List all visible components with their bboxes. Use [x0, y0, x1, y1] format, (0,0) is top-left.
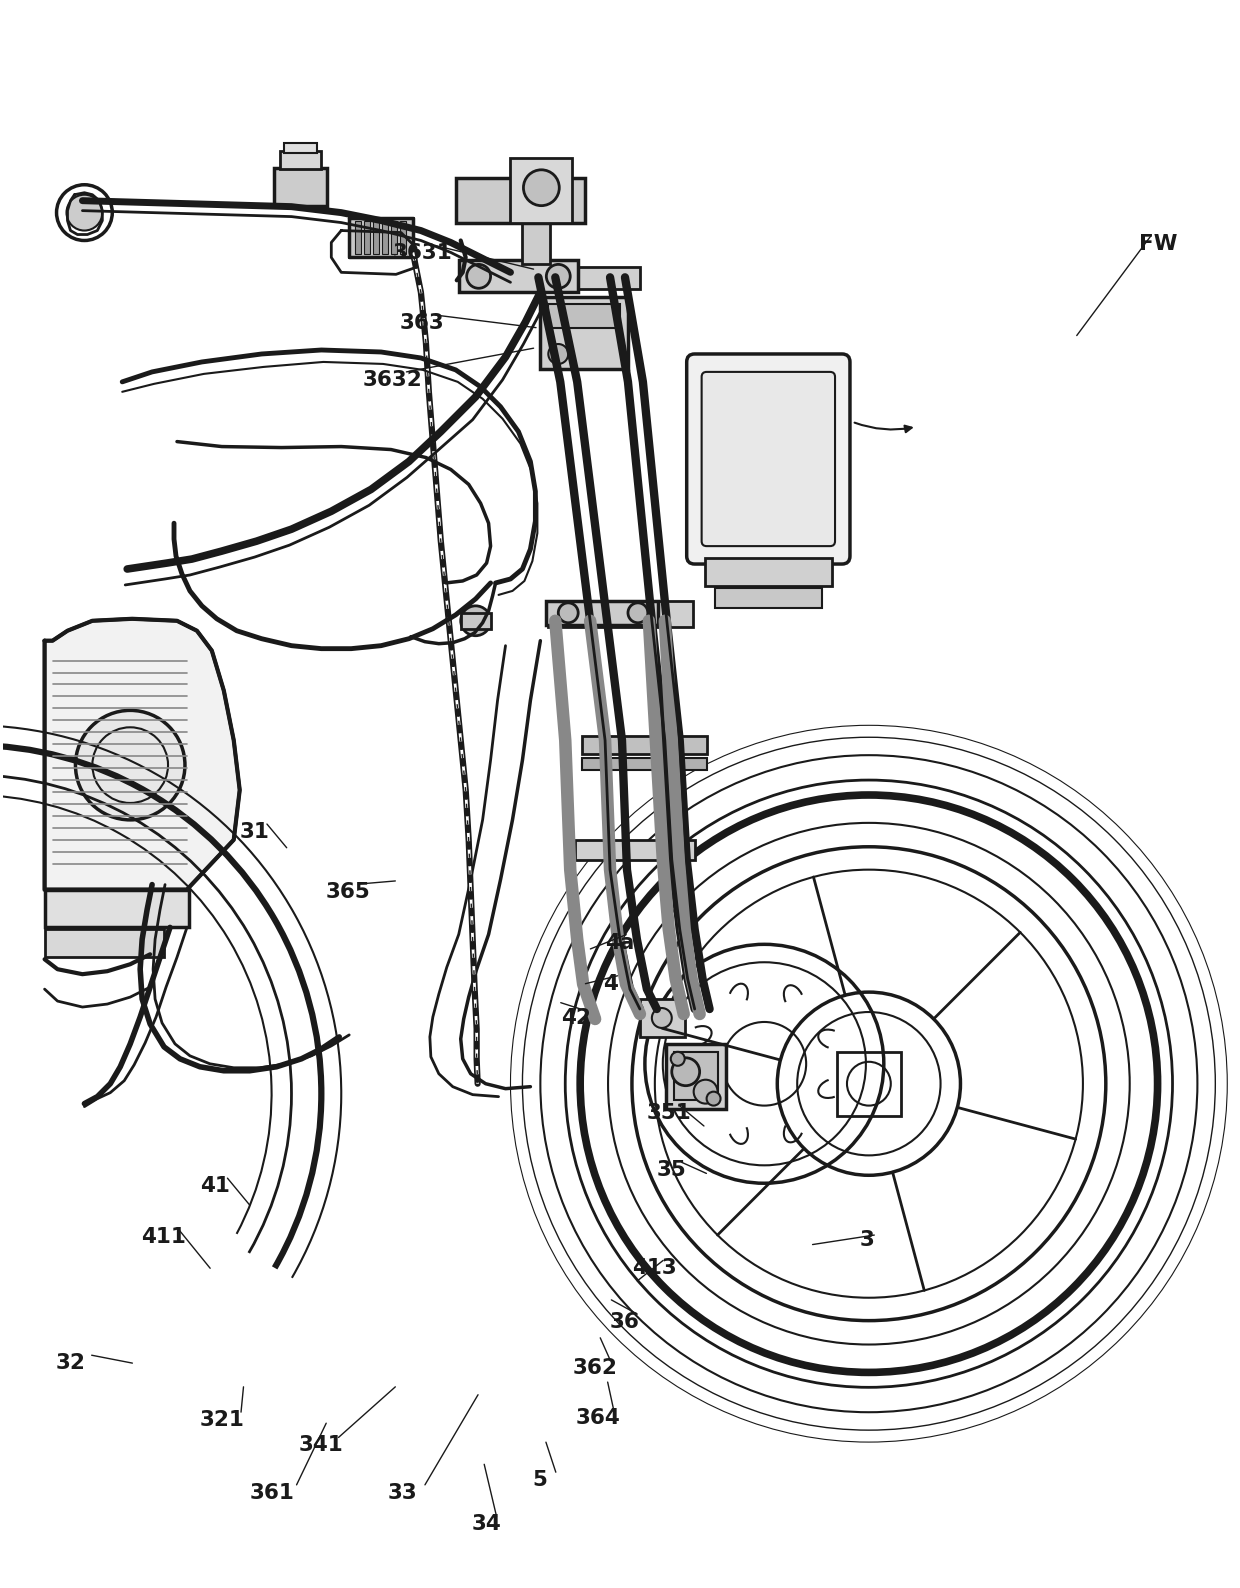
FancyBboxPatch shape: [702, 372, 835, 546]
Polygon shape: [45, 619, 239, 889]
Bar: [456, 178, 585, 222]
Circle shape: [693, 1080, 718, 1104]
Text: 3632: 3632: [363, 370, 423, 389]
Text: 35: 35: [657, 1161, 687, 1180]
Bar: [511, 157, 572, 222]
Text: 31: 31: [239, 823, 269, 842]
Bar: [459, 260, 578, 292]
Bar: [284, 143, 317, 152]
Text: 4: 4: [603, 973, 618, 994]
Circle shape: [466, 264, 491, 289]
Bar: [355, 221, 361, 254]
Circle shape: [76, 710, 185, 819]
Polygon shape: [350, 218, 413, 257]
Circle shape: [671, 1051, 684, 1066]
Bar: [582, 737, 707, 754]
Bar: [461, 613, 491, 629]
Bar: [673, 1051, 718, 1099]
Bar: [575, 840, 694, 859]
Bar: [640, 999, 684, 1037]
Bar: [582, 757, 707, 770]
Text: 411: 411: [141, 1226, 186, 1247]
Bar: [373, 221, 379, 254]
Bar: [382, 221, 388, 254]
Bar: [704, 557, 832, 586]
FancyBboxPatch shape: [687, 354, 849, 564]
Text: 363: 363: [401, 313, 445, 333]
Text: 36: 36: [610, 1312, 640, 1332]
Text: FW: FW: [1140, 233, 1178, 254]
Bar: [666, 1043, 725, 1108]
Bar: [365, 221, 370, 254]
Bar: [279, 151, 321, 168]
Bar: [714, 588, 822, 608]
Circle shape: [627, 603, 647, 622]
Bar: [547, 600, 658, 624]
Text: 362: 362: [573, 1358, 618, 1378]
Bar: [45, 929, 164, 958]
Text: 5: 5: [532, 1470, 547, 1490]
Circle shape: [707, 1091, 720, 1105]
Text: 3631: 3631: [393, 243, 453, 264]
Text: 364: 364: [575, 1409, 620, 1429]
Circle shape: [547, 264, 570, 289]
Bar: [274, 168, 327, 206]
Text: 321: 321: [200, 1410, 246, 1431]
Circle shape: [558, 603, 578, 622]
Text: 34: 34: [471, 1515, 501, 1534]
Text: 351: 351: [647, 1104, 692, 1123]
Bar: [401, 221, 405, 254]
Bar: [837, 1051, 900, 1115]
Text: 361: 361: [249, 1483, 294, 1502]
Text: 33: 33: [388, 1483, 418, 1502]
Bar: [531, 267, 640, 289]
Circle shape: [523, 170, 559, 206]
Circle shape: [652, 1008, 672, 1027]
Bar: [522, 165, 551, 264]
Circle shape: [461, 607, 491, 635]
Text: 341: 341: [299, 1436, 343, 1455]
Bar: [548, 305, 620, 329]
Text: 32: 32: [56, 1353, 86, 1374]
Bar: [541, 297, 627, 368]
Text: 413: 413: [632, 1258, 677, 1278]
Circle shape: [548, 345, 568, 364]
Text: 3: 3: [859, 1229, 874, 1250]
Bar: [391, 221, 397, 254]
Circle shape: [67, 195, 103, 230]
Bar: [548, 600, 693, 627]
Text: 4a: 4a: [605, 932, 635, 953]
Text: 41: 41: [200, 1177, 231, 1196]
Circle shape: [672, 1058, 699, 1086]
Text: 365: 365: [326, 881, 371, 902]
Bar: [45, 889, 188, 927]
Text: 42: 42: [560, 1008, 590, 1029]
